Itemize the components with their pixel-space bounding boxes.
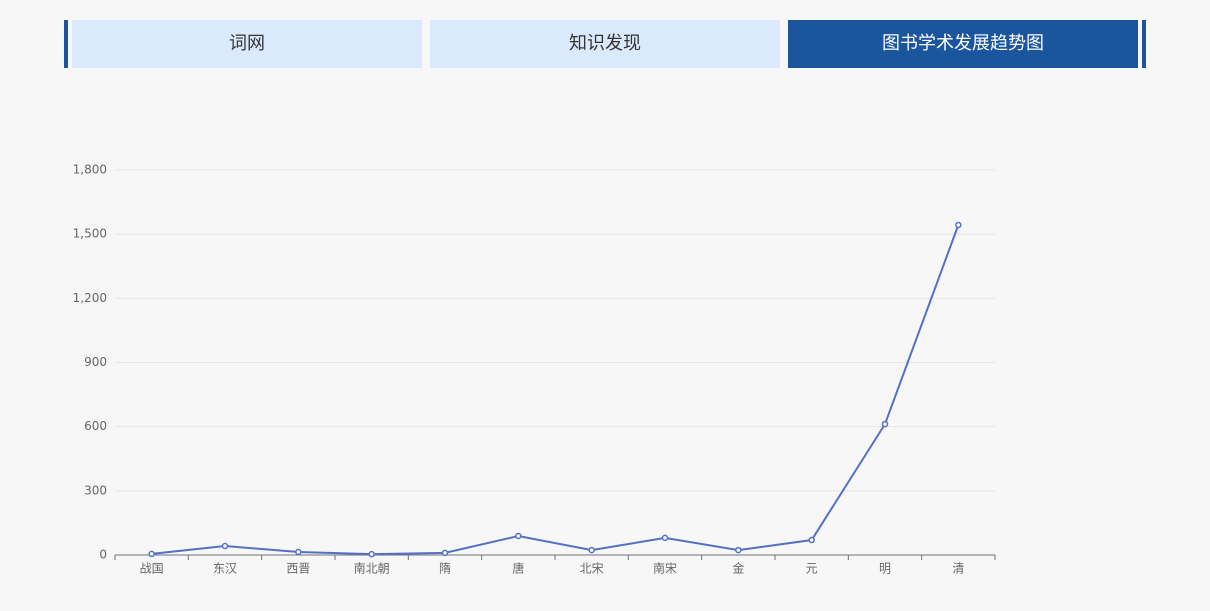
point: [441, 549, 449, 557]
x-tick-label: 东汉: [213, 562, 237, 576]
y-tick-label: 1,200: [73, 291, 107, 305]
x-tick-label: 明: [879, 562, 891, 576]
x-tick-label: 战国: [140, 562, 164, 576]
point: [148, 550, 155, 558]
y-tick-label: 0: [99, 548, 107, 562]
point: [661, 534, 669, 542]
x-tick-label: 金: [732, 561, 744, 576]
point: [955, 221, 962, 229]
x-tick-label: 北宋: [580, 561, 604, 576]
y-tick-label: 1,800: [73, 163, 107, 177]
line: [151, 224, 960, 556]
point: [295, 548, 302, 556]
y-tick-label: 600: [84, 419, 107, 433]
point: [808, 536, 815, 544]
x-tick-label: 南北朝: [354, 561, 390, 576]
tab[interactable]: 词网: [72, 20, 422, 68]
point: [221, 542, 229, 550]
point: [881, 420, 889, 428]
tab-bar-edge: [1142, 20, 1146, 68]
y-tick-label: 1,500: [73, 227, 107, 241]
point: [588, 546, 595, 554]
x-tick-label: 南宋: [653, 561, 677, 576]
x-tick-label: 清: [952, 562, 964, 576]
x-tick-label: 唐: [512, 561, 524, 576]
x-tick-label: 西晋: [286, 562, 310, 576]
tab[interactable]: 图书学术发展趋势图: [788, 20, 1138, 68]
x-tick-label: 隋: [439, 562, 451, 576]
point: [515, 532, 522, 540]
y-tick-label: 300: [84, 483, 107, 497]
point: [735, 546, 742, 554]
point: [368, 550, 375, 558]
x-tick-label: 元: [806, 562, 818, 576]
tab[interactable]: 知识发现: [430, 20, 780, 68]
tab-bar-edge: [64, 20, 68, 68]
y-tick-label: 900: [84, 355, 107, 369]
